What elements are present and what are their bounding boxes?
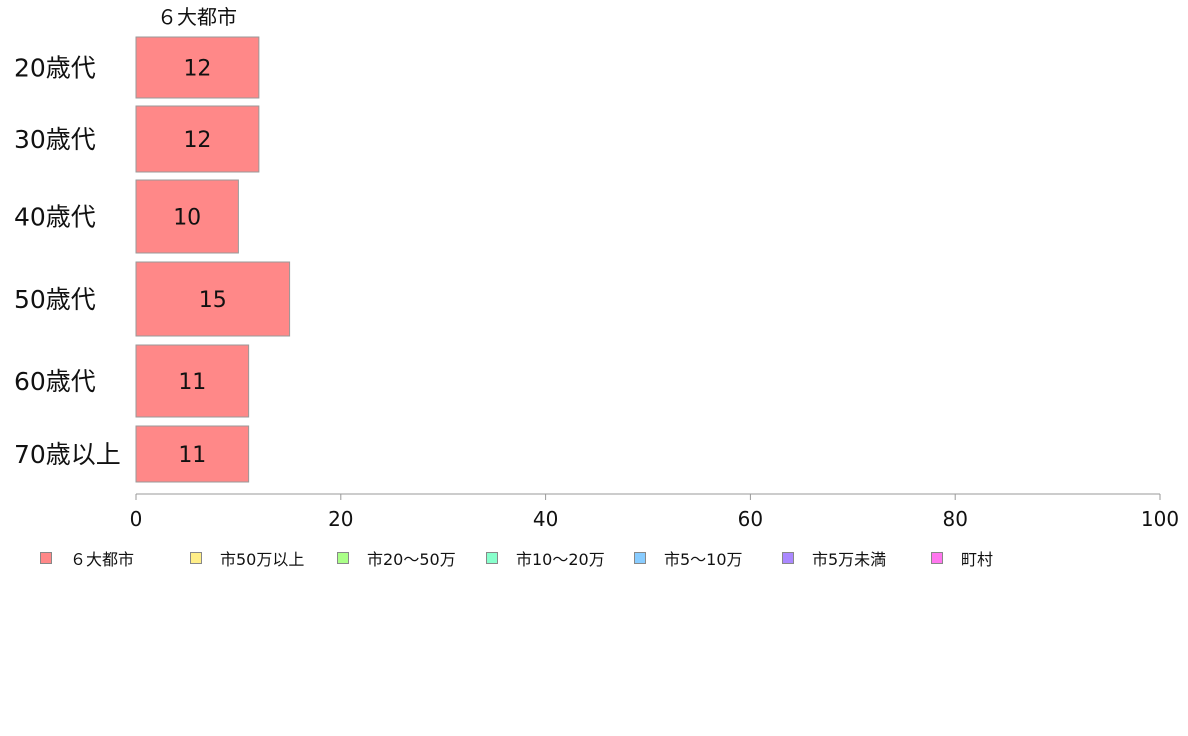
x-tick-label: 60 xyxy=(738,507,763,531)
legend-item[interactable]: 市5〜10万 xyxy=(634,546,743,570)
legend-swatch xyxy=(190,552,202,564)
bar[interactable] xyxy=(135,344,250,418)
chart: ６大都市 20歳代 12 30歳代 12 40歳代 10 50歳代 15 60歳代 11 70歳以上 1… xyxy=(14,5,1179,531)
legend-label: 市10〜20万 xyxy=(516,550,605,569)
data-label: 15 xyxy=(199,288,227,313)
bar[interactable] xyxy=(135,36,260,99)
category-label: 20歳代 xyxy=(14,54,96,83)
bar[interactable] xyxy=(135,179,239,254)
data-label: 10 xyxy=(173,206,201,231)
category-label: 40歳代 xyxy=(14,203,96,232)
data-label: 12 xyxy=(183,128,211,153)
legend-label: 町村 xyxy=(961,550,994,569)
legend-label: 市50万以上 xyxy=(220,550,305,569)
legend-label: 市20〜50万 xyxy=(367,550,456,569)
legend-item[interactable]: 市10〜20万 xyxy=(486,546,605,570)
x-tick-label: 40 xyxy=(533,507,558,531)
data-label: 11 xyxy=(178,370,206,395)
category-label: 50歳代 xyxy=(14,285,96,314)
legend-item[interactable]: 市5万未満 xyxy=(782,546,886,570)
legend-label: 市5万未満 xyxy=(812,550,887,569)
bar[interactable] xyxy=(135,105,260,173)
bar[interactable] xyxy=(135,261,291,337)
x-tick-label: 100 xyxy=(1141,507,1179,531)
legend-label: ６大都市 xyxy=(70,550,135,569)
x-tick-label: 0 xyxy=(130,507,143,531)
x-tick-label: 80 xyxy=(942,507,967,531)
legend-item[interactable]: 町村 xyxy=(931,546,993,570)
legend: ６大都市 市50万以上 市20〜50万 市10〜20万 市5〜10万 市5万未満 町村 xyxy=(40,546,1160,570)
legend-swatch xyxy=(782,552,794,564)
category-label: 70歳以上 xyxy=(14,440,121,469)
data-label: 12 xyxy=(183,57,211,82)
legend-label: 市5〜10万 xyxy=(664,550,743,569)
legend-swatch xyxy=(931,552,943,564)
legend-item[interactable]: ６大都市 xyxy=(40,546,134,570)
legend-swatch xyxy=(40,552,52,564)
legend-swatch xyxy=(337,552,349,564)
legend-item[interactable]: 市20〜50万 xyxy=(337,546,456,570)
x-tick-label: 20 xyxy=(328,507,353,531)
segment-header: ６大都市 xyxy=(157,5,237,29)
category-label: 60歳代 xyxy=(14,367,96,396)
data-label: 11 xyxy=(178,443,206,468)
bar[interactable] xyxy=(135,425,250,483)
legend-swatch xyxy=(634,552,646,564)
legend-swatch xyxy=(486,552,498,564)
legend-item[interactable]: 市50万以上 xyxy=(190,546,304,570)
category-label: 30歳代 xyxy=(14,125,96,154)
